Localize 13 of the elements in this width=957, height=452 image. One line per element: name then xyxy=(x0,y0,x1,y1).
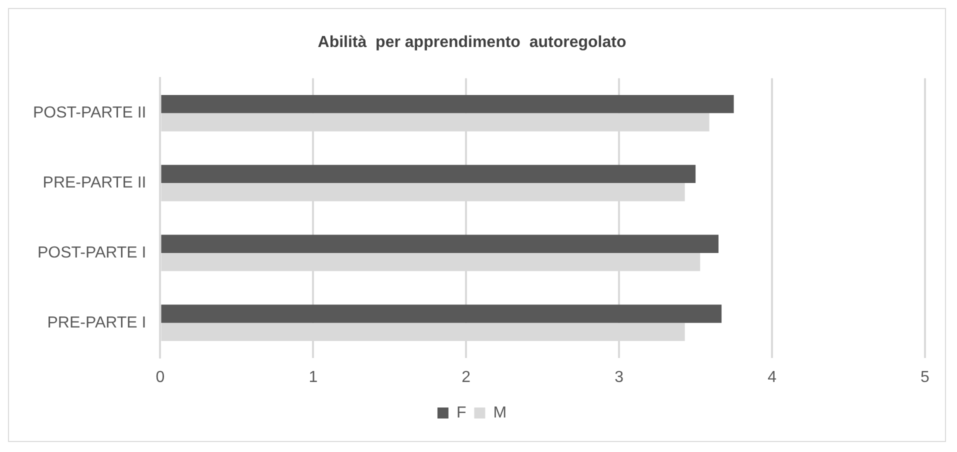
x-tick-label: 1 xyxy=(308,368,318,386)
y-tick-label: POST-PARTE II xyxy=(32,104,146,122)
legend-label: M xyxy=(493,404,507,422)
x-tick-label: 4 xyxy=(768,368,777,386)
y-tick-label: PRE-PARTE II xyxy=(42,174,146,192)
x-tick-label: 3 xyxy=(614,368,624,386)
x-tick-label: 5 xyxy=(920,368,930,386)
chart-title: Abilità per apprendimento autoregolato xyxy=(318,34,626,52)
y-tick-label: POST-PARTE I xyxy=(37,244,146,262)
x-tick-label: 0 xyxy=(156,368,165,386)
x-tick-label: 2 xyxy=(462,368,471,386)
legend-label: F xyxy=(456,404,466,422)
y-tick-label: PRE-PARTE I xyxy=(47,314,146,332)
